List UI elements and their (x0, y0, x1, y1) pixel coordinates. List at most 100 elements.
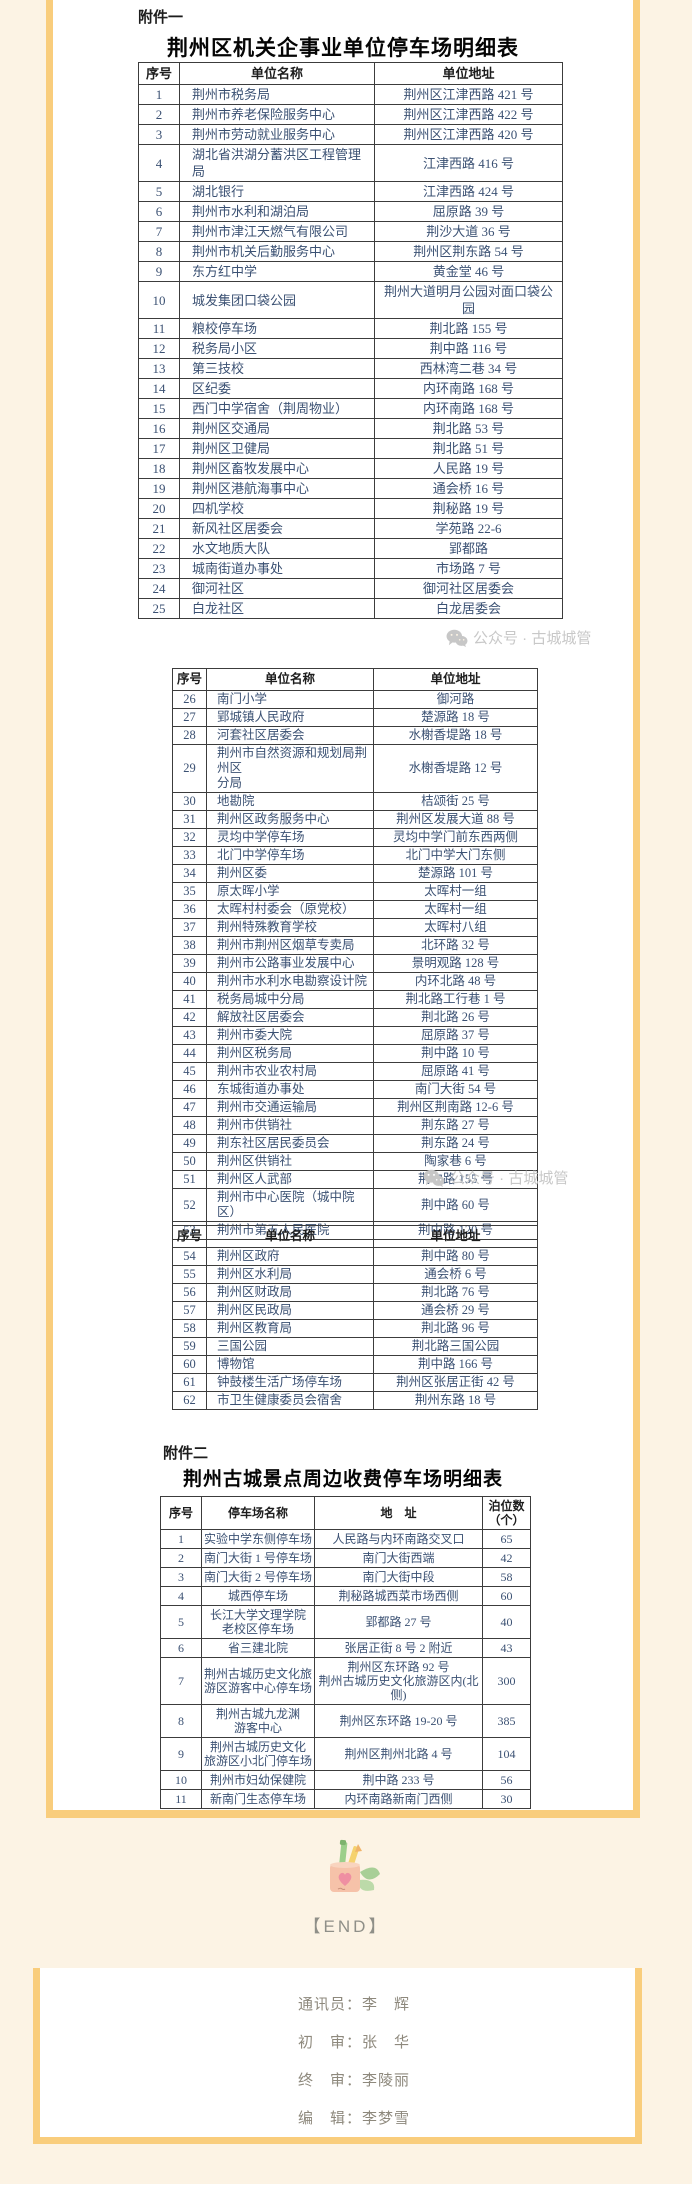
table-row: 3 南门大街 2 号停车场 南门大街中段 58 (160, 1567, 531, 1587)
table-row: 32 灵均中学停车场 灵均中学门前东西两侧 (172, 828, 538, 847)
table-cell: 南门小学 (206, 690, 374, 709)
table-cell: 61 (172, 1373, 207, 1392)
table-cell: 荆州市供销社 (206, 1116, 374, 1135)
table-cell: 荆州区交通局 (179, 418, 375, 439)
table-cell: 62 (172, 1391, 207, 1410)
table-row: 25 白龙社区 白龙居委会 (138, 598, 563, 619)
table-cell: 44 (172, 1044, 207, 1063)
table-cell: 6 (138, 201, 180, 222)
table-cell: 区纪委 (179, 378, 375, 399)
table-row: 15 西门中学宿舍（荆周物业） 内环南路 168 号 (138, 398, 563, 419)
table-row: 18 荆州区畜牧发展中心 人民路 19 号 (138, 458, 563, 479)
table-cell: 内环南路 168 号 (374, 398, 563, 419)
table-cell: 23 (138, 558, 180, 579)
table-cell: 6 (160, 1638, 202, 1658)
table-cell: 太晖村一组 (373, 900, 538, 919)
table-header-row: 序号 单位名称 单位地址 (172, 668, 538, 691)
table-cell: 实验中学东侧停车场 (201, 1529, 315, 1549)
table-cell: 水榭香堤路 18 号 (373, 726, 538, 745)
table-row: 9 东方红中学 黄金堂 46 号 (138, 261, 563, 282)
table-cell: 水榭香堤路 12 号 (373, 744, 538, 793)
table-cell: 御河社区 (179, 578, 375, 599)
table-cell: 解放社区居委会 (206, 1008, 374, 1027)
table-header-row: 序号 停车场名称地 址泊位数 （个） (160, 1496, 531, 1530)
table-cell: 楚源路 18 号 (373, 708, 538, 727)
table-cell: 张居正街 8 号 2 附近 (314, 1638, 483, 1658)
table-cell: 荆州市机关后勤服务中心 (179, 241, 375, 262)
table-cell: 32 (172, 828, 207, 847)
table-cell: 52 (172, 1188, 207, 1222)
table-cell: 60 (482, 1586, 531, 1606)
table-cell: 内环南路 168 号 (374, 378, 563, 399)
table-cell: 1 (138, 84, 180, 105)
table-row: 2 南门大街 1 号停车场 南门大街西端 42 (160, 1548, 531, 1568)
table-cell: 楚源路 101 号 (373, 864, 538, 883)
table-cell: 荆州大道明月公园对面口袋公 园 (374, 281, 563, 319)
table-cell: 内环北路 48 号 (373, 972, 538, 991)
table-cell: 59 (172, 1337, 207, 1356)
table-cell: 太晖村八组 (373, 918, 538, 937)
table-cell: 人民路 19 号 (374, 458, 563, 479)
table-cell: 4 (138, 144, 180, 182)
table-cell: 20 (138, 498, 180, 519)
table-row: 17 荆州区卫健局 荆北路 51 号 (138, 438, 563, 459)
table-cell: 荆州区江津西路 421 号 (374, 84, 563, 105)
table-cell: 60 (172, 1355, 207, 1374)
table-cell: 8 (138, 241, 180, 262)
attachment2-label: 附件二 (163, 1445, 209, 1462)
column-header: 序号 (172, 1225, 207, 1248)
table-cell: 人民路与内环南路交叉口 (314, 1529, 483, 1549)
credits-card: 通讯员：李 辉 初 审：张 华 终 审：李陵丽 编 辑：李梦雪 (33, 1968, 642, 2144)
table-cell: 三国公园 (206, 1337, 374, 1356)
table-cell: 市场路 7 号 (374, 558, 563, 579)
table-row: 35 原太晖小学 太晖村一组 (172, 882, 538, 901)
table-cell: 钟鼓楼生活广场停车场 (206, 1373, 374, 1392)
table-cell: 28 (172, 726, 207, 745)
table-cell: 荆东社区居民委员会 (206, 1134, 374, 1153)
table-cell: 荆州市委大院 (206, 1026, 374, 1045)
column-header: 单位地址 (373, 1225, 538, 1248)
table-cell: 荆秘路城西菜市场西侧 (314, 1586, 483, 1606)
column-header: 单位名称 (206, 668, 374, 691)
table-cell: 3 (138, 124, 180, 145)
column-header: 序号 (172, 668, 207, 691)
table-row: 16 荆州区交通局 荆北路 53 号 (138, 418, 563, 439)
table-cell: 57 (172, 1301, 207, 1320)
table-cell: 荆中路 60 号 (373, 1188, 538, 1222)
table-row: 28 河套社区居委会 水榭香堤路 18 号 (172, 726, 538, 745)
table-cell: 新南门生态停车场 (201, 1789, 315, 1809)
table-header-row: 序号 单位名称 单位地址 (172, 1225, 538, 1248)
table-row: 55 荆州区水利局 通会桥 6 号 (172, 1265, 538, 1284)
table-cell: 荆州市妇幼保健院 (201, 1770, 315, 1790)
watermark-text: 公众号 · 古城城管 (473, 630, 592, 647)
table-cell: 屈原路 41 号 (373, 1062, 538, 1081)
table-cell: 25 (138, 598, 180, 619)
table-row: 59 三国公园 荆北路三国公园 (172, 1337, 538, 1356)
table-cell: 荆州区水利局 (206, 1265, 374, 1284)
table-cell: 荆中路 80 号 (373, 1247, 538, 1266)
credit-first-review: 初 审：张 华 (298, 2034, 411, 2051)
table-row: 57 荆州区民政局 通会桥 29 号 (172, 1301, 538, 1320)
table-cell: 37 (172, 918, 207, 937)
table-cell: 荆州区供销社 (206, 1152, 374, 1171)
table-cell: 27 (172, 708, 207, 727)
table-cell: 42 (172, 1008, 207, 1027)
table-cell: 2 (160, 1548, 202, 1568)
end-label: 【END】 (303, 1917, 389, 1936)
table-row: 50 荆州区供销社 陶家巷 6 号 (172, 1152, 538, 1171)
table-row: 14 区纪委 内环南路 168 号 (138, 378, 563, 399)
table-cell: 3 (160, 1567, 202, 1587)
table-row: 24 御河社区 御河社区居委会 (138, 578, 563, 599)
table-cell: 水文地质大队 (179, 538, 375, 559)
table-cell: 北门中学停车场 (206, 846, 374, 865)
table-cell: 荆州区税务局 (206, 1044, 374, 1063)
table-cell: 市卫生健康委员会宿舍 (206, 1391, 374, 1410)
attachment1-label: 附件一 (138, 9, 184, 26)
table-cell: 学苑路 22-6 (374, 518, 563, 539)
table-row: 21 新风社区居委会 学苑路 22-6 (138, 518, 563, 539)
table-cell: 荆北路 76 号 (373, 1283, 538, 1302)
table-cell: 荆州区江津西路 420 号 (374, 124, 563, 145)
column-header: 单位名称 (179, 62, 375, 85)
table-cell: 太晖村村委会（原党校） (206, 900, 374, 919)
